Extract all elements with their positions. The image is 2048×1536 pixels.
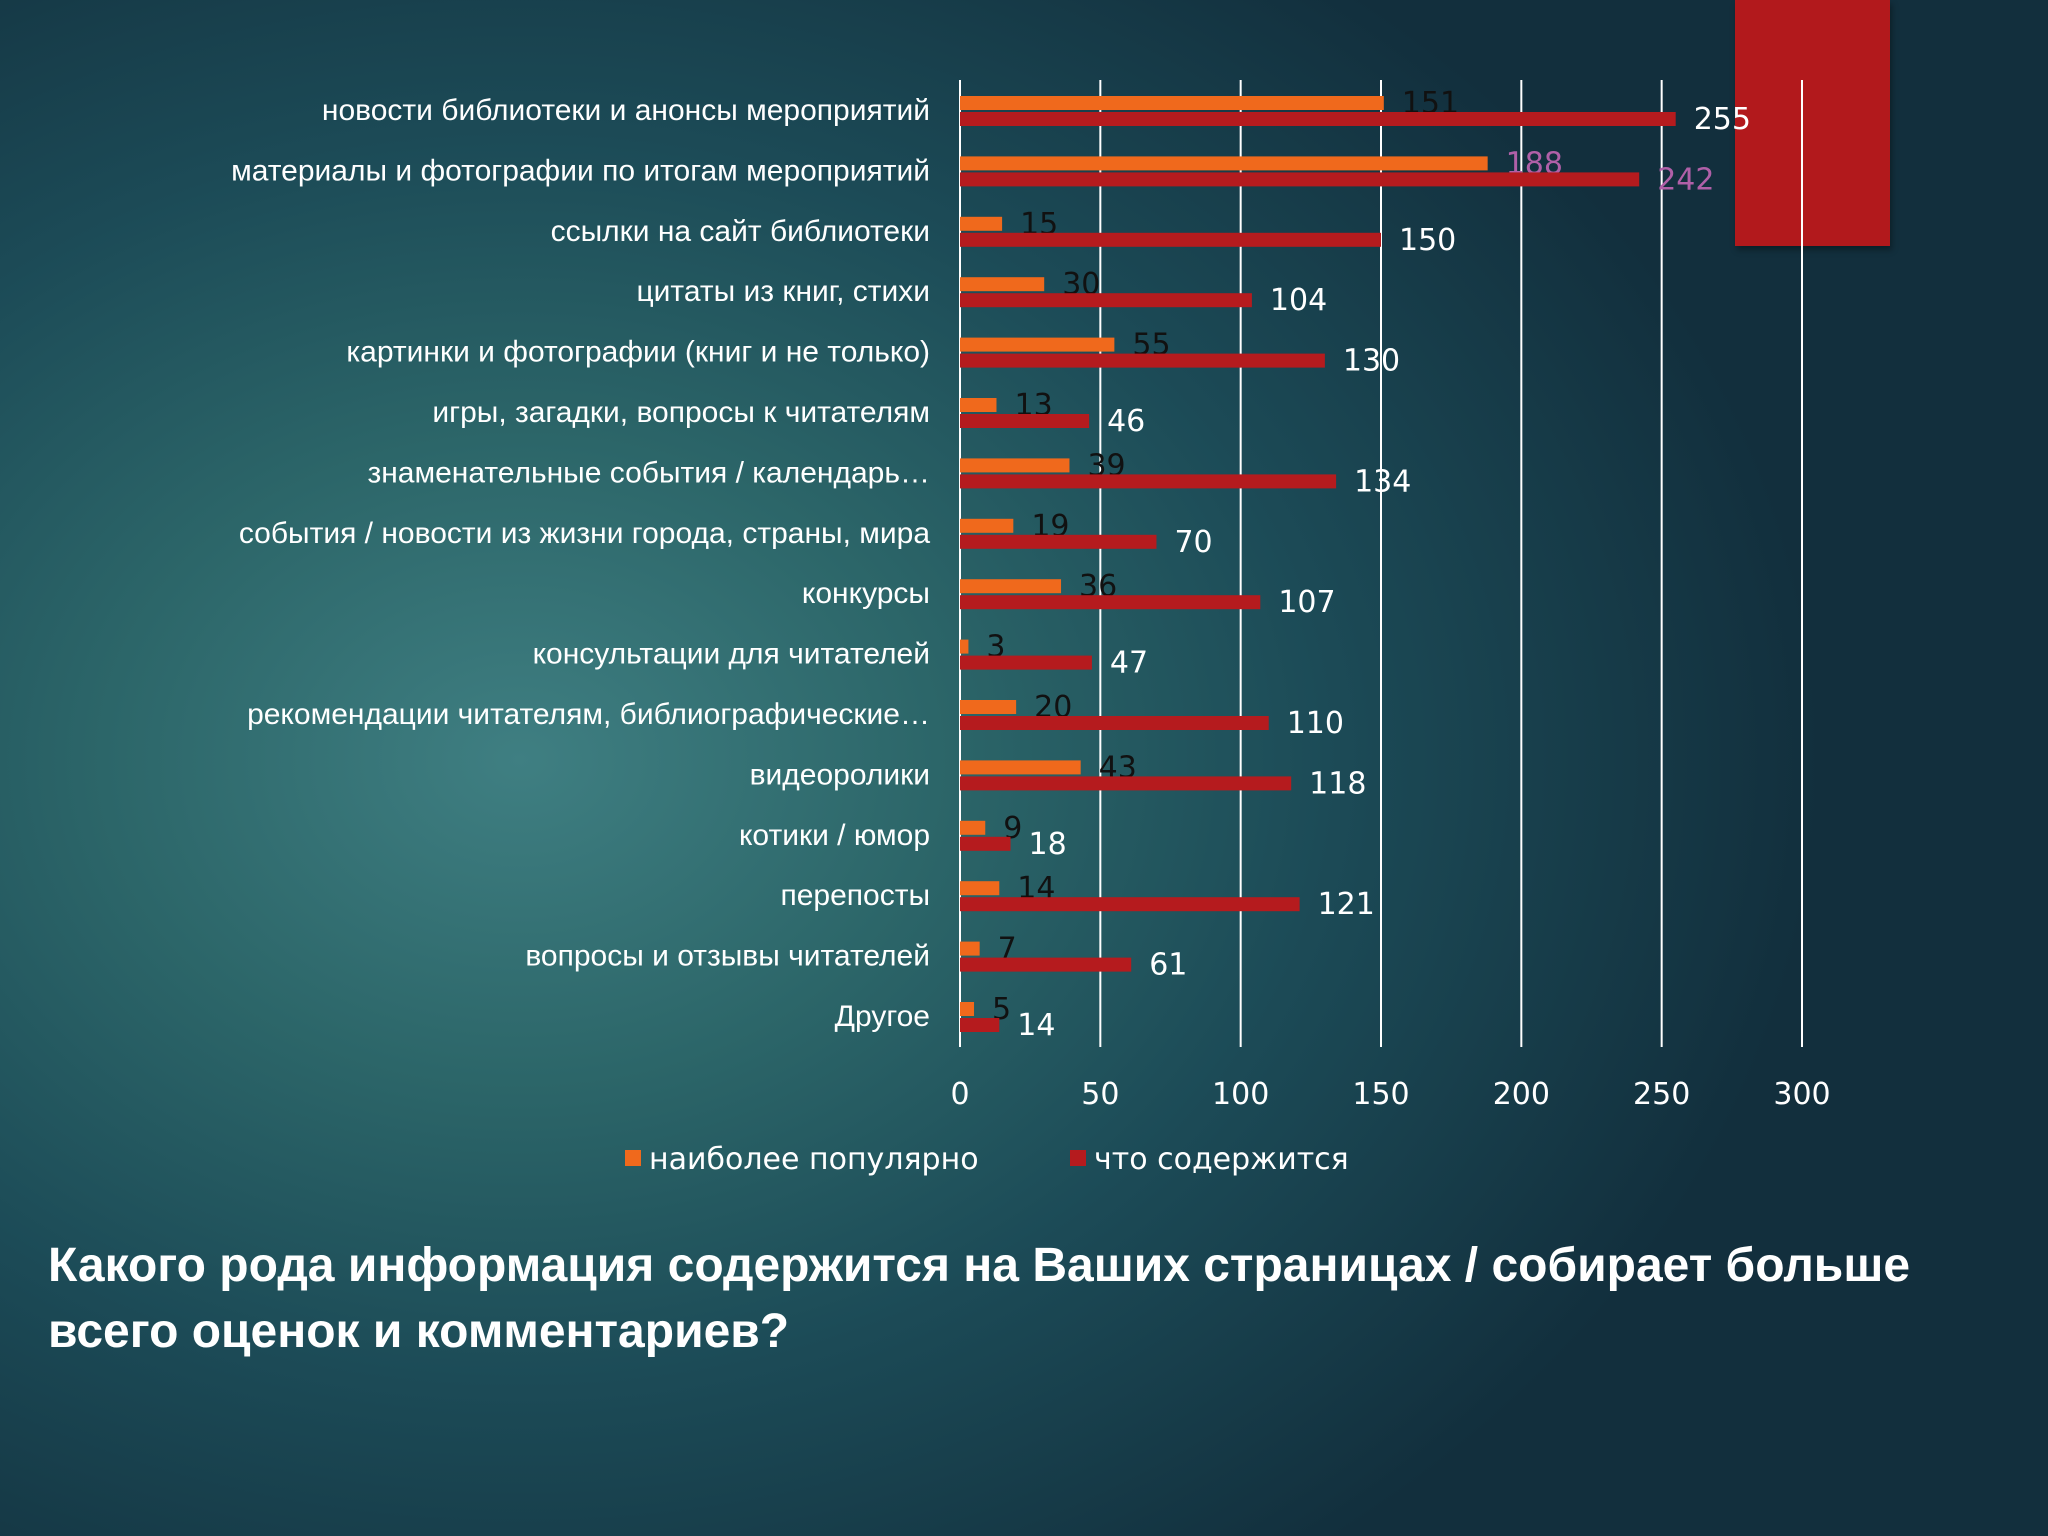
- bar-contains: [960, 474, 1337, 489]
- bar-contains: [960, 776, 1292, 791]
- data-label-contains: 107: [1278, 585, 1335, 620]
- data-label-contains: 118: [1309, 766, 1366, 801]
- x-tick-label: 150: [1352, 1077, 1409, 1112]
- category-label: события / новости из жизни города, стран…: [239, 517, 930, 550]
- bar-popular: [960, 96, 1384, 110]
- category-label: консультации для читателей: [533, 638, 930, 671]
- bar-popular: [960, 881, 1000, 896]
- data-label-contains: 70: [1174, 525, 1212, 560]
- data-label-contains: 255: [1694, 102, 1751, 137]
- bar-contains: [960, 655, 1092, 670]
- data-label-contains: 121: [1318, 887, 1375, 922]
- bar-contains: [960, 716, 1269, 730]
- x-tick-label: 300: [1773, 1077, 1830, 1112]
- x-tick-label: 250: [1633, 1077, 1690, 1112]
- category-label: игры, загадки, вопросы к читателям: [432, 396, 930, 429]
- x-tick-label: 200: [1493, 1077, 1550, 1112]
- category-label: ссылки на сайт библиотеки: [551, 215, 930, 248]
- bar-popular: [960, 216, 1003, 231]
- category-labels: новости библиотеки и анонсы мероприятий м…: [231, 94, 930, 1033]
- bar-popular: [960, 639, 969, 654]
- bar-popular: [960, 337, 1115, 352]
- bar-popular: [960, 760, 1081, 775]
- category-label: перепосты: [780, 879, 930, 912]
- category-label: новости библиотеки и анонсы мероприятий: [322, 94, 930, 127]
- data-label-contains: 104: [1270, 283, 1327, 318]
- category-label: рекомендации читателям, библиографически…: [247, 698, 930, 731]
- category-label: картинки и фотографии (книг и не только): [346, 336, 930, 369]
- data-label-contains: 110: [1287, 706, 1344, 741]
- x-tick-label: 50: [1081, 1077, 1119, 1112]
- x-tick-label: 100: [1212, 1077, 1269, 1112]
- data-label-contains: 130: [1343, 344, 1400, 379]
- x-tick-labels: 0 50 100 150 200 250 300: [950, 1077, 1830, 1112]
- legend: наиболее популярно что содержится: [625, 1142, 1349, 1177]
- legend-swatch-contains: [1070, 1150, 1086, 1166]
- legend-swatch-popular: [625, 1150, 641, 1166]
- bar-popular: [960, 458, 1070, 473]
- bar-popular: [960, 398, 997, 412]
- bar-contains: [960, 1018, 1000, 1032]
- accent-block: [1735, 0, 1890, 246]
- bar-popular: [960, 277, 1045, 292]
- category-label: видеоролики: [750, 758, 930, 791]
- bar-popular: [960, 1002, 975, 1016]
- bar-popular: [960, 579, 1062, 594]
- category-label: конкурсы: [802, 577, 930, 610]
- x-tick-label: 0: [950, 1077, 969, 1112]
- category-label: вопросы и отзывы читателей: [525, 940, 930, 973]
- bar-contains: [960, 232, 1381, 247]
- bar-popular: [960, 156, 1488, 171]
- bar-contains: [960, 897, 1300, 912]
- bar-contains: [960, 172, 1640, 187]
- data-label-contains: 46: [1107, 404, 1145, 439]
- data-label-contains: 242: [1657, 162, 1714, 197]
- data-label-contains: 18: [1029, 827, 1067, 862]
- data-label-contains: 47: [1110, 646, 1148, 681]
- slide-question: Какого рода информация содержится на Ваш…: [48, 1239, 1911, 1358]
- bar-contains: [960, 293, 1252, 308]
- bar-contains: [960, 534, 1157, 549]
- category-label: знаменательные события / календарь…: [367, 456, 930, 489]
- data-label-contains: 14: [1017, 1008, 1055, 1043]
- data-label-contains: 134: [1354, 464, 1411, 499]
- legend-label-popular: наиболее популярно: [649, 1142, 979, 1177]
- bar-popular: [960, 820, 986, 835]
- bar-popular: [960, 941, 980, 956]
- bar-contains: [960, 595, 1261, 610]
- bar-contains: [960, 836, 1011, 851]
- category-label: Другое: [835, 1000, 930, 1033]
- bar-popular: [960, 700, 1017, 714]
- bar-contains: [960, 112, 1676, 126]
- bar-contains: [960, 414, 1090, 428]
- data-label-contains: 150: [1399, 223, 1456, 258]
- bar-popular: [960, 518, 1014, 533]
- legend-label-contains: что содержится: [1094, 1142, 1349, 1177]
- category-label: материалы и фотографии по итогам меропри…: [231, 154, 930, 187]
- category-label: котики / юмор: [739, 819, 930, 852]
- bar-contains: [960, 957, 1132, 972]
- category-label: цитаты из книг, стихи: [636, 275, 930, 308]
- bar-contains: [960, 353, 1325, 368]
- data-label-contains: 61: [1149, 948, 1187, 983]
